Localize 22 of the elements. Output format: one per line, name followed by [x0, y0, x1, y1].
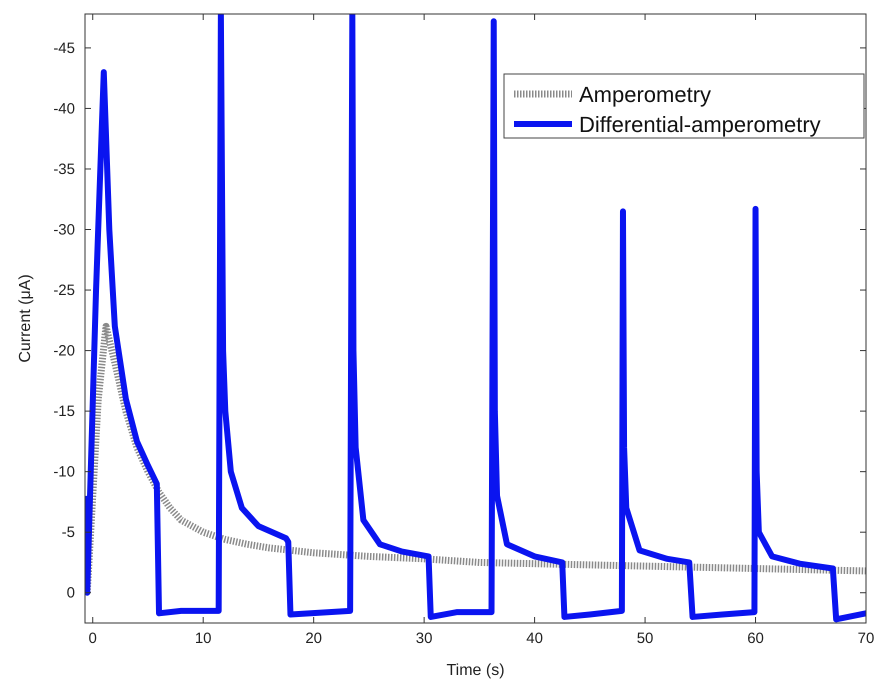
y-tick-label: -45	[53, 40, 75, 57]
y-tick-label: -40	[53, 100, 75, 118]
x-tick-label: 70	[858, 630, 874, 647]
x-tick-label: 50	[636, 630, 654, 647]
y-tick-label: -30	[53, 222, 75, 239]
x-tick-label: 40	[526, 630, 543, 647]
y-tick-label: -15	[53, 403, 75, 420]
x-tick-label: 0	[88, 630, 97, 647]
y-tick-label: -20	[53, 342, 75, 360]
y-axis-title: Current (μA)	[17, 274, 34, 363]
x-tick-label: 10	[194, 630, 212, 647]
x-tick-label: 20	[305, 630, 322, 647]
y-tick-label: -35	[53, 160, 75, 178]
x-tick-label: 30	[416, 630, 432, 647]
y-tick-label: -5	[62, 524, 75, 542]
x-axis-title: Time (s)	[446, 662, 505, 679]
y-tick-label: -10	[53, 464, 75, 481]
legend-label: Differential-amperometry	[579, 112, 821, 137]
x-tick-label: 60	[747, 630, 764, 647]
y-tick-label: 0	[66, 584, 75, 602]
y-tick-label: -25	[53, 282, 75, 300]
legend-label: Amperometry	[579, 82, 712, 107]
